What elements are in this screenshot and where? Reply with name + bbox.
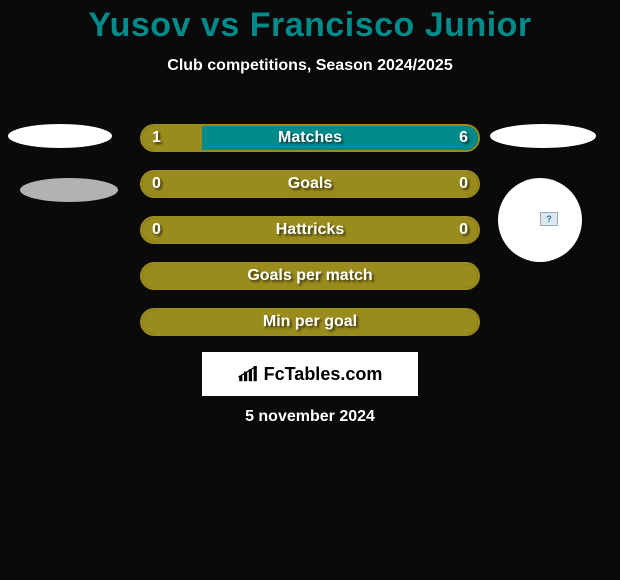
- bar-min-per-goal-label: Min per goal: [142, 310, 478, 334]
- bar-matches-right-value: 6: [459, 126, 468, 150]
- bar-hattricks-right-value: 0: [459, 218, 468, 242]
- subtitle: Club competitions, Season 2024/2025: [0, 57, 620, 75]
- bar-goals-label: Goals: [142, 172, 478, 196]
- comparison-bars: 1 Matches 6 0 Goals 0 0 Hattricks 0 Goal…: [140, 124, 480, 354]
- bar-goals-right-value: 0: [459, 172, 468, 196]
- bar-matches: 1 Matches 6: [140, 124, 480, 152]
- avatar-placeholder-left-1: [8, 124, 112, 148]
- date-label: 5 november 2024: [0, 408, 620, 426]
- bar-goals-per-match-label: Goals per match: [142, 264, 478, 288]
- brand-text: FcTables.com: [264, 364, 383, 385]
- bar-matches-label: Matches: [142, 126, 478, 150]
- bar-hattricks-label: Hattricks: [142, 218, 478, 242]
- bar-goals: 0 Goals 0: [140, 170, 480, 198]
- page-title: Yusov vs Francisco Junior: [0, 0, 620, 45]
- avatar-placeholder-right-1: [490, 124, 596, 148]
- brand-bars-icon: [238, 366, 258, 382]
- flag-unknown-icon: ?: [540, 212, 558, 226]
- avatar-placeholder-left-2: [20, 178, 118, 202]
- flag-unknown-glyph: ?: [546, 214, 552, 224]
- brand-box: FcTables.com: [202, 352, 418, 396]
- bar-goals-per-match: Goals per match: [140, 262, 480, 290]
- bar-hattricks: 0 Hattricks 0: [140, 216, 480, 244]
- bar-min-per-goal: Min per goal: [140, 308, 480, 336]
